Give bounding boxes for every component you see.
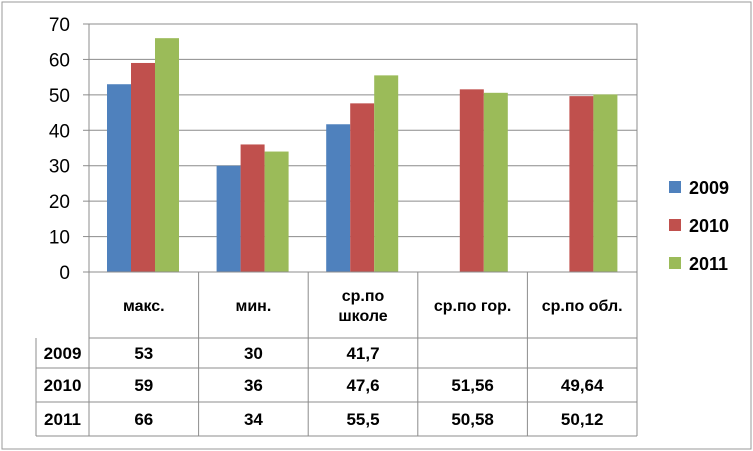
data-table: макс. мин. ср.по школе ср.по гор. ср.по обл. 2… — [35, 272, 638, 437]
bars — [107, 38, 618, 273]
y-tick-label: 30 — [49, 157, 70, 178]
y-tick-label: 40 — [49, 121, 70, 142]
y-tick-label: 10 — [49, 228, 70, 249]
table-cell-value: 50,12 — [561, 410, 604, 429]
legend-label: 2011 — [689, 254, 728, 274]
bar-2010 — [350, 103, 375, 272]
bar-2009 — [326, 124, 351, 273]
table-cell-value: 51,56 — [451, 376, 494, 395]
bar-2010 — [459, 89, 484, 272]
y-tick-label: 0 — [59, 263, 70, 284]
table-cell-value: 34 — [244, 410, 263, 429]
series-row-label: 2011 — [44, 410, 81, 429]
table-cell-value: 55,5 — [346, 410, 379, 429]
bar-2011 — [593, 94, 618, 272]
category-label: ср.по обл. — [542, 298, 623, 315]
table-cell-value: 47,6 — [346, 376, 379, 395]
table-cell-value: 41,7 — [346, 344, 379, 363]
table-cell-value: 30 — [244, 344, 263, 363]
plot-area-border — [88, 23, 638, 273]
bar-2011 — [374, 75, 399, 272]
axes: 0 10 20 30 40 50 60 70 — [49, 15, 638, 284]
y-tick-label: 20 — [49, 192, 70, 213]
y-tick-label: 70 — [49, 15, 70, 36]
table-cell-value: 59 — [134, 376, 153, 395]
category-label: школе — [338, 308, 387, 325]
table-cell-value: 50,58 — [451, 410, 494, 429]
legend-swatch-2011 — [669, 257, 681, 269]
table-cell-value: 49,64 — [561, 376, 604, 395]
table-cell-value: 36 — [244, 376, 263, 395]
category-label: ср.по — [342, 288, 385, 305]
series-row-label: 2009 — [44, 344, 82, 363]
table-cell-value: 53 — [134, 344, 153, 363]
y-tick-label: 50 — [49, 86, 70, 107]
series-row-label: 2010 — [44, 376, 82, 395]
table-cell-value: 66 — [134, 410, 153, 429]
y-tick-label: 60 — [49, 50, 70, 71]
legend: 2009 2010 2011 — [669, 178, 729, 274]
legend-swatch-2009 — [669, 181, 681, 193]
category-label: мин. — [236, 298, 272, 315]
bar-2009 — [107, 84, 131, 272]
legend-swatch-2010 — [669, 219, 681, 231]
bar-2009 — [216, 165, 241, 272]
bar-2011 — [264, 151, 289, 272]
bar-2011 — [483, 92, 508, 273]
legend-label: 2009 — [689, 178, 729, 198]
category-label: макс. — [123, 298, 165, 315]
bar-2010 — [131, 62, 155, 272]
bar-2010 — [240, 144, 265, 272]
bar-2011 — [155, 38, 179, 272]
bar-2010 — [569, 96, 594, 272]
category-label: ср.по гор. — [434, 298, 511, 315]
legend-label: 2010 — [689, 216, 729, 236]
